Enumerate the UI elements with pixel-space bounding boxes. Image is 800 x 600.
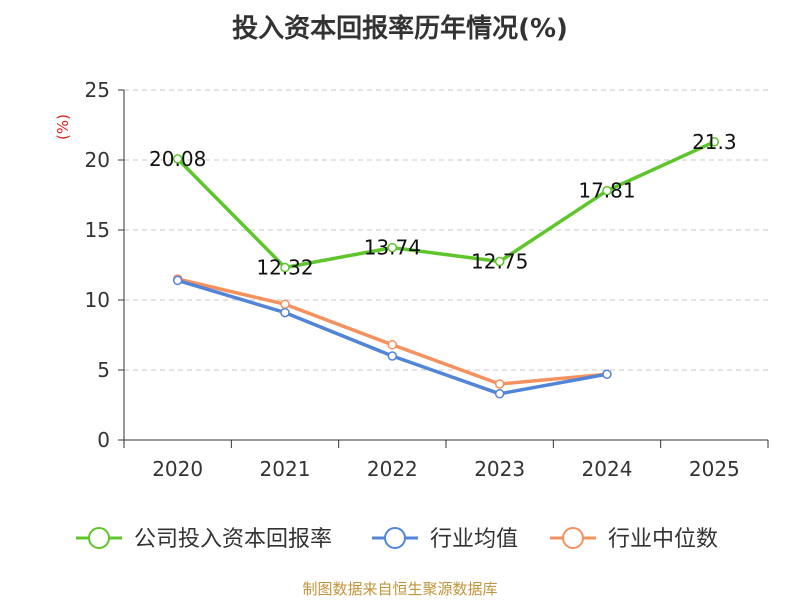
y-tick-label: 20 bbox=[85, 148, 110, 172]
data-label: 21.3 bbox=[692, 130, 737, 154]
series-line bbox=[176, 140, 716, 270]
chart-title: 投入资本回报率历年情况(%) bbox=[232, 14, 568, 44]
data-labels: 20.08 12.32 13.74 12.75 17.81 21.3 bbox=[149, 130, 737, 280]
data-point bbox=[494, 379, 505, 389]
data-label: 13.74 bbox=[364, 236, 421, 260]
legend-marker bbox=[384, 527, 406, 549]
legend-label: 公司投入资本回报率 bbox=[134, 527, 332, 552]
legend-label: 行业中位数 bbox=[608, 527, 718, 552]
data-point bbox=[172, 154, 183, 164]
data-label: 20.08 bbox=[149, 147, 206, 171]
x-tick-label: 2023 bbox=[474, 457, 525, 481]
x-tick-label: 2025 bbox=[689, 457, 740, 481]
x-tick-label: 2020 bbox=[152, 457, 203, 481]
data-point bbox=[280, 262, 290, 273]
legend-label: 行业均值 bbox=[430, 527, 518, 552]
legend-marker bbox=[88, 527, 110, 549]
series-line bbox=[177, 278, 608, 396]
data-point bbox=[494, 389, 505, 399]
data-point bbox=[709, 137, 720, 147]
data-point bbox=[387, 340, 398, 350]
y-tick-label: 5 bbox=[97, 358, 110, 382]
data-point bbox=[494, 256, 505, 267]
y-tick-label: 0 bbox=[97, 428, 110, 452]
x-tick-label: 2022 bbox=[367, 457, 418, 481]
data-point bbox=[172, 275, 183, 286]
data-label: 17.81 bbox=[578, 179, 635, 203]
y-axis-label: (%) bbox=[54, 114, 72, 140]
legend-marker bbox=[562, 527, 584, 549]
data-point bbox=[602, 185, 612, 196]
x-tick-label: 2021 bbox=[260, 457, 311, 481]
data-point bbox=[602, 369, 612, 379]
data-point bbox=[280, 307, 290, 318]
series-line bbox=[177, 277, 608, 386]
data-label: 12.75 bbox=[471, 250, 528, 274]
legend: 公司投入资本回报率 行业均值 行业中位数 bbox=[76, 527, 718, 552]
data-point bbox=[387, 351, 398, 361]
grid-lines bbox=[124, 89, 768, 371]
y-tick-label: 10 bbox=[85, 288, 110, 312]
y-tick-label: 15 bbox=[85, 218, 110, 242]
data-label: 12.32 bbox=[256, 256, 313, 280]
x-tick-label: 2024 bbox=[582, 457, 633, 481]
footer-source: 制图数据来自恒生聚源数据库 bbox=[302, 580, 498, 598]
y-tick-label: 25 bbox=[85, 78, 110, 102]
data-point bbox=[387, 242, 398, 253]
data-point bbox=[280, 299, 290, 309]
series-lines bbox=[172, 137, 720, 399]
